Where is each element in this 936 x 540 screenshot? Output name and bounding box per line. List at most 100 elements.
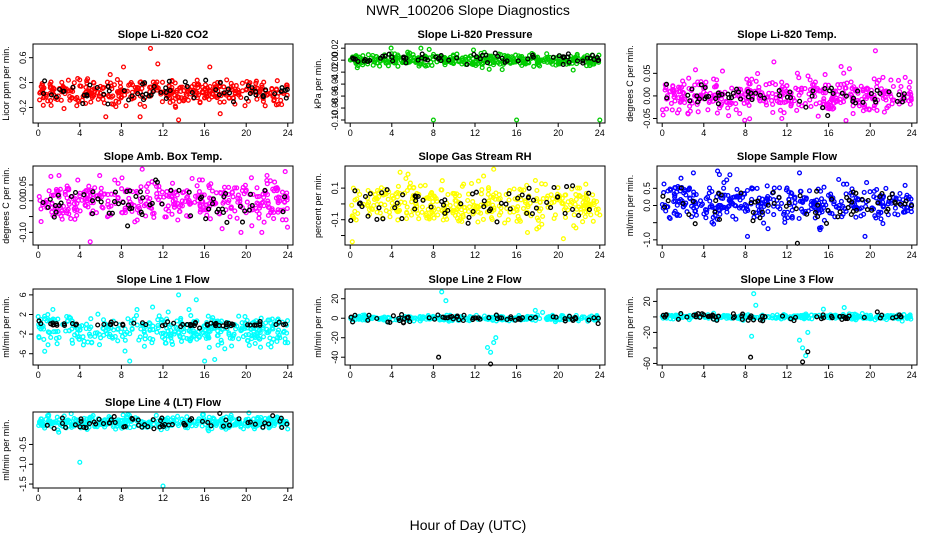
data-point (835, 82, 841, 88)
data-point (250, 191, 256, 198)
data-point (154, 329, 160, 335)
x-tick-label: 16 (824, 128, 834, 138)
data-point (156, 183, 162, 189)
data-point (481, 198, 487, 204)
data-point (370, 62, 376, 68)
data-point (139, 212, 145, 218)
data-point (263, 320, 269, 326)
data-point (816, 88, 822, 94)
data-point (668, 100, 674, 106)
data-point (260, 334, 267, 340)
data-point (569, 206, 576, 212)
data-point (514, 117, 520, 123)
data-point (727, 172, 733, 178)
data-point (590, 218, 596, 224)
x-tick-label: 0 (36, 493, 41, 503)
data-point (535, 217, 541, 223)
data-point (242, 182, 248, 188)
data-point (735, 89, 742, 95)
data-point (676, 95, 682, 101)
data-point (860, 99, 866, 105)
data-point (196, 189, 202, 195)
y-tick-label: 0.5 (642, 182, 652, 195)
x-tick-label: 24 (595, 250, 605, 260)
data-point (799, 85, 805, 91)
data-point (82, 202, 88, 208)
data-point (182, 198, 188, 205)
data-point (580, 58, 586, 64)
data-point (417, 183, 424, 189)
data-point (418, 45, 424, 51)
data-point (749, 333, 755, 339)
data-point (278, 97, 284, 103)
series-black (40, 77, 290, 107)
data-point (430, 204, 437, 211)
data-point (454, 55, 460, 61)
data-point (275, 207, 281, 213)
data-point (889, 101, 895, 107)
data-point (416, 63, 422, 69)
data-point (874, 309, 880, 315)
data-point (135, 91, 141, 97)
data-point (798, 206, 805, 212)
data-point (83, 100, 89, 106)
data-point (777, 107, 784, 113)
data-point (53, 94, 59, 100)
data-point (260, 424, 266, 430)
data-point (902, 74, 908, 80)
data-point (532, 177, 538, 184)
data-point (282, 194, 288, 200)
data-point (37, 97, 43, 103)
x-tick-label: 12 (470, 370, 480, 380)
x-tick-label: 0 (36, 250, 41, 260)
data-point (259, 229, 265, 235)
data-point (285, 426, 291, 432)
data-point (61, 88, 67, 94)
data-point (197, 325, 203, 331)
x-tick-label: 24 (907, 370, 917, 380)
data-point (270, 413, 276, 419)
data-point (39, 82, 46, 88)
data-point (219, 340, 225, 346)
y-tick-label: 0.1 (330, 182, 340, 195)
data-point (751, 291, 757, 297)
data-point (202, 202, 209, 208)
data-point (908, 97, 914, 103)
data-point (843, 93, 849, 99)
data-point (664, 95, 670, 101)
data-point (154, 191, 160, 197)
data-point (783, 203, 789, 209)
data-point (115, 201, 122, 207)
data-point (883, 185, 889, 191)
data-point (133, 193, 139, 199)
data-point (465, 220, 471, 226)
x-tick-label: 20 (241, 370, 251, 380)
data-point (710, 214, 716, 220)
data-point (228, 205, 234, 211)
data-point (576, 212, 582, 219)
data-point (356, 201, 362, 207)
data-point (667, 88, 673, 94)
data-point (835, 214, 841, 220)
data-point (96, 342, 103, 348)
data-point (551, 199, 557, 205)
data-point (105, 83, 111, 89)
data-point (691, 189, 697, 195)
data-point (784, 209, 791, 215)
data-point (144, 194, 150, 201)
data-point (908, 91, 914, 97)
data-point (63, 424, 69, 430)
data-point (663, 208, 669, 214)
data-point (591, 202, 597, 208)
data-point (169, 180, 176, 186)
data-point (407, 180, 413, 186)
data-point (386, 51, 392, 57)
data-point (178, 338, 185, 344)
data-point (233, 326, 239, 332)
data-point (213, 190, 219, 196)
data-point (374, 216, 380, 222)
data-point (737, 111, 743, 117)
x-tick-label: 20 (865, 128, 875, 138)
data-point (473, 189, 479, 195)
